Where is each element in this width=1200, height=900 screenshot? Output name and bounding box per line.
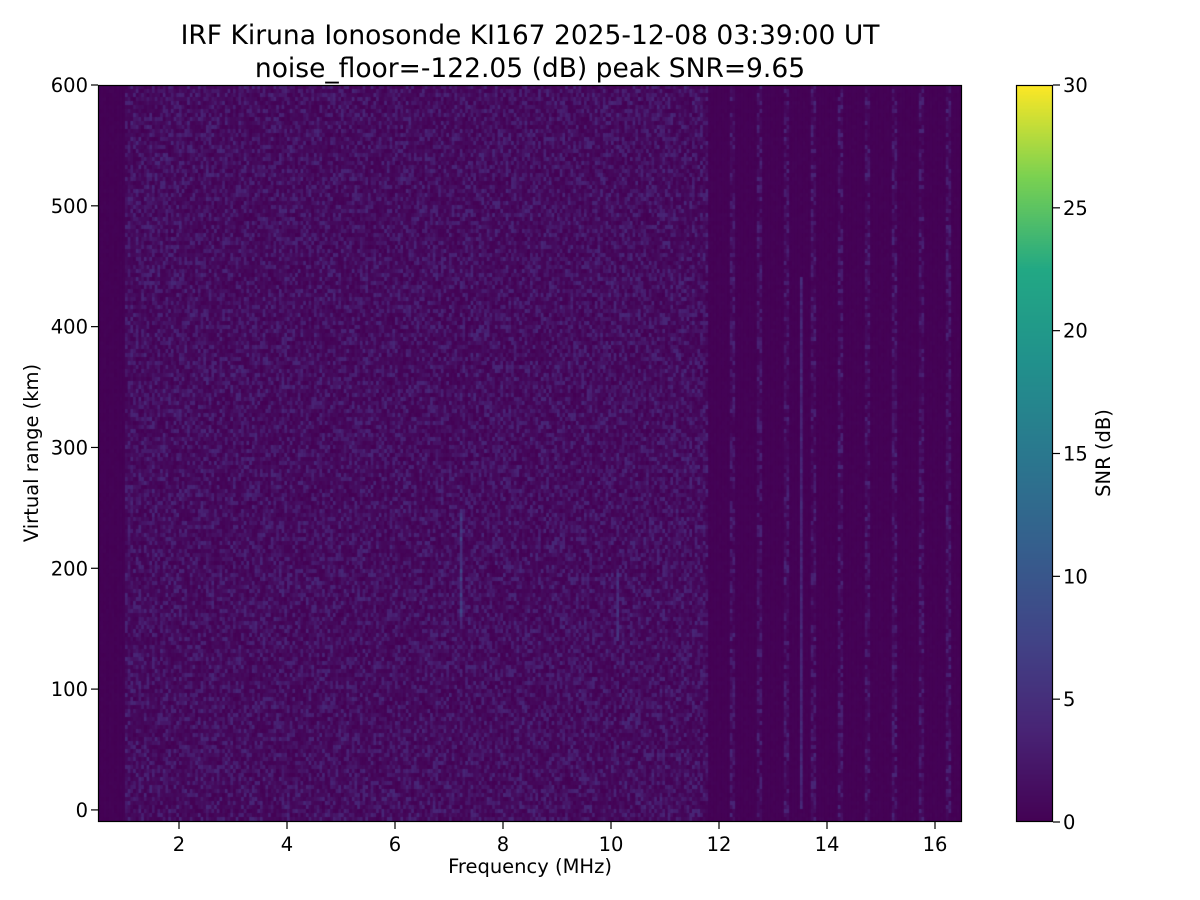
colorbar-tick-label: 0 — [1063, 811, 1075, 834]
chart-subtitle: noise_floor=-122.05 (dB) peak SNR=9.65 — [255, 53, 805, 84]
snr-heatmap — [98, 85, 962, 822]
colorbar-frame — [1015, 84, 1054, 823]
colorbar-tick-label: 10 — [1063, 565, 1088, 588]
y-tick-label: 200 — [51, 557, 88, 580]
colorbar-tick-label: 25 — [1063, 197, 1088, 220]
colorbar-tick-label: 5 — [1063, 688, 1075, 711]
y-axis-label: Virtual range (km) — [20, 364, 43, 542]
x-axis: 2 4 6 8 10 12 14 16 — [173, 822, 948, 856]
x-tick-label: 2 — [173, 833, 185, 856]
chart-title: IRF Kiruna Ionosonde KI167 2025-12-08 03… — [181, 20, 881, 51]
plot-frame — [97, 84, 963, 823]
y-axis: 0 100 200 300 400 500 600 — [51, 74, 98, 822]
colorbar-axis: 0 5 10 15 20 25 30 — [1053, 74, 1088, 834]
x-tick-label: 6 — [389, 833, 401, 856]
x-axis-label: Frequency (MHz) — [448, 855, 612, 878]
colorbar-tick-label: 20 — [1063, 320, 1088, 343]
x-tick-label: 4 — [281, 833, 293, 856]
x-tick-label: 10 — [599, 833, 624, 856]
y-tick-label: 100 — [51, 678, 88, 701]
y-tick-label: 500 — [51, 195, 88, 218]
y-tick-label: 400 — [51, 316, 88, 339]
colorbar-tick-label: 30 — [1063, 74, 1088, 97]
x-tick-label: 16 — [923, 833, 948, 856]
y-tick-label: 0 — [76, 799, 88, 822]
colorbar-label: SNR (dB) — [1092, 409, 1115, 497]
y-tick-label: 600 — [51, 74, 88, 97]
colorbar-tick-label: 15 — [1063, 443, 1088, 466]
colorbar-gradient — [1016, 85, 1053, 822]
x-tick-label: 12 — [707, 833, 732, 856]
x-tick-label: 8 — [497, 833, 509, 856]
y-tick-label: 300 — [51, 436, 88, 459]
x-tick-label: 14 — [815, 833, 840, 856]
